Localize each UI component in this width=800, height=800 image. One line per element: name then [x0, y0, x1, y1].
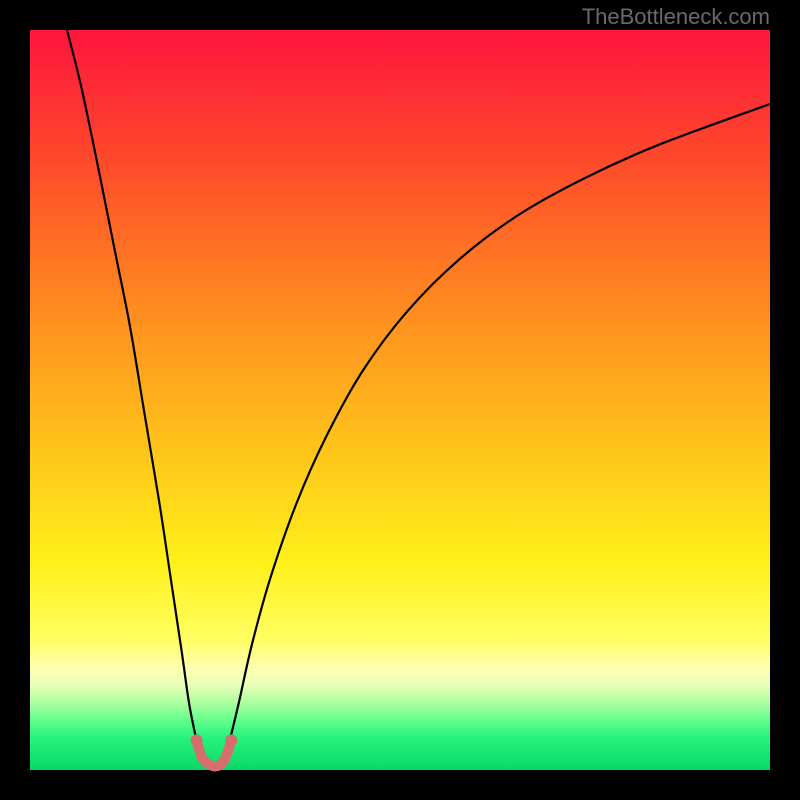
- marker-dot-right: [225, 734, 237, 746]
- marker-dot-left: [191, 734, 203, 746]
- chart-container: { "figure": { "type": "line", "canvas": …: [0, 0, 800, 800]
- curve-right: [230, 104, 770, 740]
- curve-layer: [0, 0, 800, 800]
- curve-left: [67, 30, 197, 740]
- marker-segment: [197, 740, 232, 766]
- watermark: TheBottleneck.com: [582, 4, 770, 30]
